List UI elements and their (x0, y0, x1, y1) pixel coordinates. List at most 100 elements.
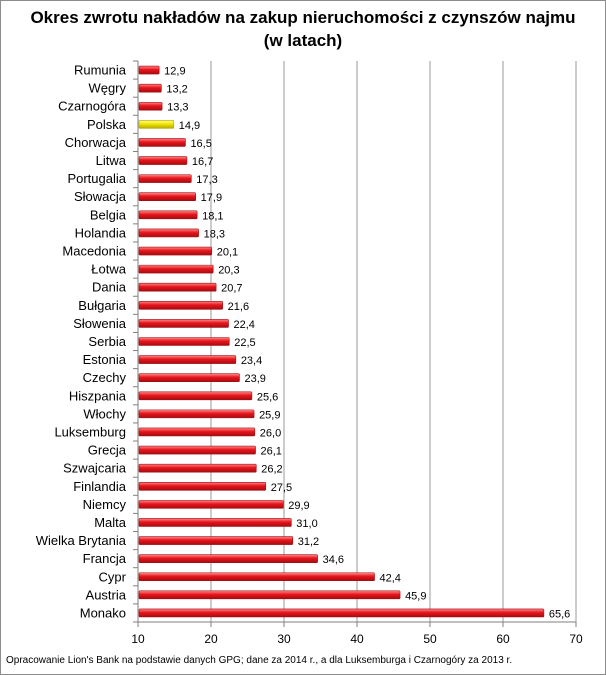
category-label: Macedonia (62, 244, 126, 259)
category-label: Szwajcaria (63, 461, 127, 476)
bar (138, 481, 267, 491)
category-label: Portugalia (67, 171, 126, 186)
bar (138, 156, 188, 165)
data-label: 45,9 (405, 590, 426, 602)
category-label: Słowenia (73, 316, 127, 331)
bar (138, 174, 192, 183)
data-label: 26,1 (261, 446, 282, 458)
data-label: 20,3 (218, 265, 239, 277)
category-label: Wielka Brytania (36, 533, 127, 548)
category-label: Belgia (90, 207, 127, 222)
bar (138, 590, 401, 600)
data-label: 42,4 (380, 572, 401, 584)
category-label: Hiszpania (69, 388, 127, 403)
data-label: 31,0 (296, 518, 317, 530)
chart-subtitle: (w latach) (263, 31, 343, 50)
data-label: 65,6 (549, 608, 570, 620)
bar (138, 391, 253, 401)
data-label: 17,3 (196, 174, 217, 186)
x-tick-label-20: 20 (204, 632, 218, 646)
x-tick-label-50: 50 (423, 632, 437, 646)
data-label: 16,7 (192, 156, 213, 168)
bar (138, 500, 284, 509)
category-label: Grecja (88, 443, 127, 458)
category-label: Cypr (99, 569, 127, 584)
category-label: Chorwacja (65, 135, 127, 150)
data-label: 17,9 (201, 192, 222, 204)
category-label: Monako (80, 605, 126, 620)
category-label: Litwa (96, 153, 127, 168)
bar (138, 518, 292, 527)
x-tick-label-60: 60 (496, 632, 510, 646)
bar (138, 228, 199, 238)
data-label: 26,2 (261, 464, 282, 476)
bar (138, 536, 294, 545)
gridlines (210, 61, 577, 622)
category-label: Luksemburg (54, 424, 126, 439)
data-label: 29,9 (288, 500, 309, 512)
labels: Rumunia 12,9 Węgry 13,2 Czarnogóra 13,3 Polska… (36, 63, 571, 621)
data-label: 14,9 (179, 120, 200, 132)
bar (138, 337, 230, 346)
category-label: Niemcy (83, 497, 127, 512)
bar (138, 373, 240, 382)
bar (138, 264, 214, 274)
chart-title: Okres zwrotu nakładów na zakup nieruchom… (0, 6, 606, 52)
bar (138, 83, 162, 93)
category-label: Estonia (83, 352, 127, 367)
bar (138, 319, 229, 328)
bar (138, 301, 223, 310)
bar (138, 246, 213, 256)
bar (138, 445, 256, 455)
data-label: 31,2 (298, 536, 319, 548)
bar (138, 554, 318, 563)
data-label: 23,4 (241, 355, 262, 367)
category-label: Włochy (83, 406, 126, 421)
data-label: 34,6 (323, 554, 344, 566)
chart-title-line: Okres zwrotu nakładów na zakup nieruchom… (30, 8, 576, 27)
data-label: 22,5 (234, 337, 255, 349)
category-label: Bułgaria (78, 298, 126, 313)
axes: 10 20 30 40 50 60 70 (131, 60, 583, 646)
bar (138, 101, 163, 111)
x-tick-label-10: 10 (131, 632, 145, 646)
data-label: 25,6 (257, 391, 278, 403)
category-label: Rumunia (74, 63, 127, 78)
data-label: 18,3 (204, 228, 225, 240)
category-label: Słowacja (74, 189, 127, 204)
data-label: 20,7 (221, 283, 242, 295)
data-label: 13,3 (167, 102, 188, 114)
data-label: 13,2 (166, 84, 187, 96)
bars (138, 65, 545, 618)
bar (138, 138, 186, 147)
bar (138, 282, 217, 292)
data-label: 26,0 (260, 427, 281, 439)
category-label: Łotwa (91, 262, 126, 277)
category-label: Serbia (88, 334, 126, 349)
category-label: Czechy (83, 370, 127, 385)
data-label: 12,9 (164, 66, 185, 78)
bar-chart: Rumunia 12,9 Węgry 13,2 Czarnogóra 13,3 Polska… (36, 60, 583, 646)
category-label: Dania (92, 280, 127, 295)
bar (138, 355, 237, 364)
category-label: Francja (83, 551, 127, 566)
bar (138, 608, 545, 618)
data-label: 18,1 (202, 210, 223, 222)
bar (138, 572, 375, 582)
data-label: 20,1 (217, 247, 238, 259)
category-label: Finlandia (73, 479, 127, 494)
bar (138, 463, 257, 473)
bar (138, 65, 160, 75)
data-label: 27,5 (271, 482, 292, 494)
category-label: Polska (87, 117, 127, 132)
category-label: Austria (86, 587, 127, 602)
x-tick-label-30: 30 (277, 632, 291, 646)
category-label: Węgry (88, 81, 126, 96)
x-tick-label-70: 70 (569, 632, 583, 646)
bar (138, 427, 256, 437)
bar (138, 409, 255, 419)
data-label: 23,9 (244, 373, 265, 385)
data-label: 22,4 (234, 319, 255, 331)
data-label: 25,9 (259, 409, 280, 421)
bar (138, 192, 196, 202)
